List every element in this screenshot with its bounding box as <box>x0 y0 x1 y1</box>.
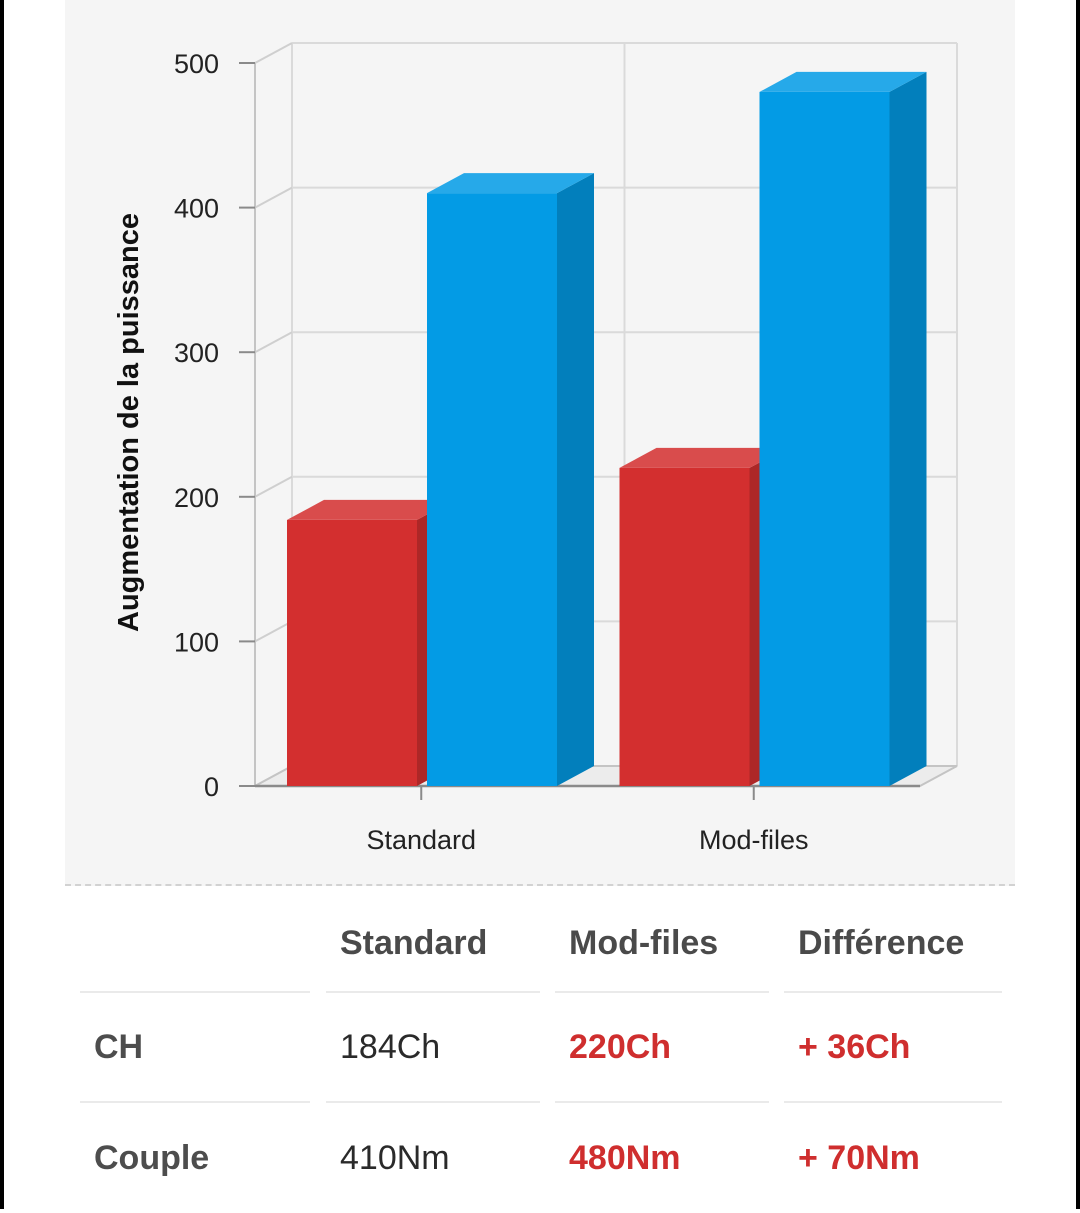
ch-difference-value: + 36Ch <box>784 993 1002 1103</box>
screen-edge-right <box>1076 0 1080 1209</box>
x-tick-label: Mod-files <box>699 825 809 855</box>
bar <box>427 193 557 786</box>
bar <box>759 91 890 787</box>
side-gridline <box>254 620 293 643</box>
side-gridline <box>254 331 293 354</box>
couple-standard-value: 410Nm <box>340 1138 450 1177</box>
couple-difference-value: + 70Nm <box>798 1138 920 1177</box>
side-gridline <box>254 42 293 64</box>
y-tick-label: 100 <box>174 627 219 657</box>
bar-side <box>557 173 594 786</box>
row-label-ch: CH <box>80 993 310 1103</box>
bar <box>619 467 750 786</box>
bar-top <box>759 71 927 92</box>
y-tick-label: 300 <box>174 338 219 368</box>
side-gridline <box>254 186 293 209</box>
header-difference: Différence <box>784 895 1002 993</box>
bar-top <box>427 173 594 194</box>
bar-top <box>619 447 787 468</box>
header-standard: Standard <box>326 895 540 993</box>
side-gridline <box>254 475 293 498</box>
x-tick-label: Standard <box>366 825 476 855</box>
y-axis-title: Augmentation de la puissance <box>113 213 145 632</box>
chart-panel: 0 100 200 300 400 500 Augmentation de la puiss… <box>65 0 1015 886</box>
y-tick-label: 400 <box>174 194 219 224</box>
couple-modfiles-value: 480Nm <box>569 1138 681 1177</box>
bar-side <box>889 71 927 787</box>
ch-standard-value: 184Ch <box>326 993 540 1103</box>
y-tick-label: 0 <box>204 772 219 802</box>
screen-edge-left <box>0 0 4 1209</box>
power-bar-chart: 0 100 200 300 400 500 Augmentation de la puiss… <box>113 42 958 855</box>
y-tick-label: 500 <box>174 49 219 79</box>
bar-top <box>287 499 454 520</box>
header-mod-files: Mod-files <box>555 895 769 993</box>
bar <box>287 519 417 786</box>
row-label-couple: Couple <box>94 1138 210 1177</box>
ch-modfiles-value: 220Ch <box>555 993 769 1103</box>
header-empty-cell <box>80 895 310 993</box>
y-tick-label: 200 <box>174 483 219 513</box>
